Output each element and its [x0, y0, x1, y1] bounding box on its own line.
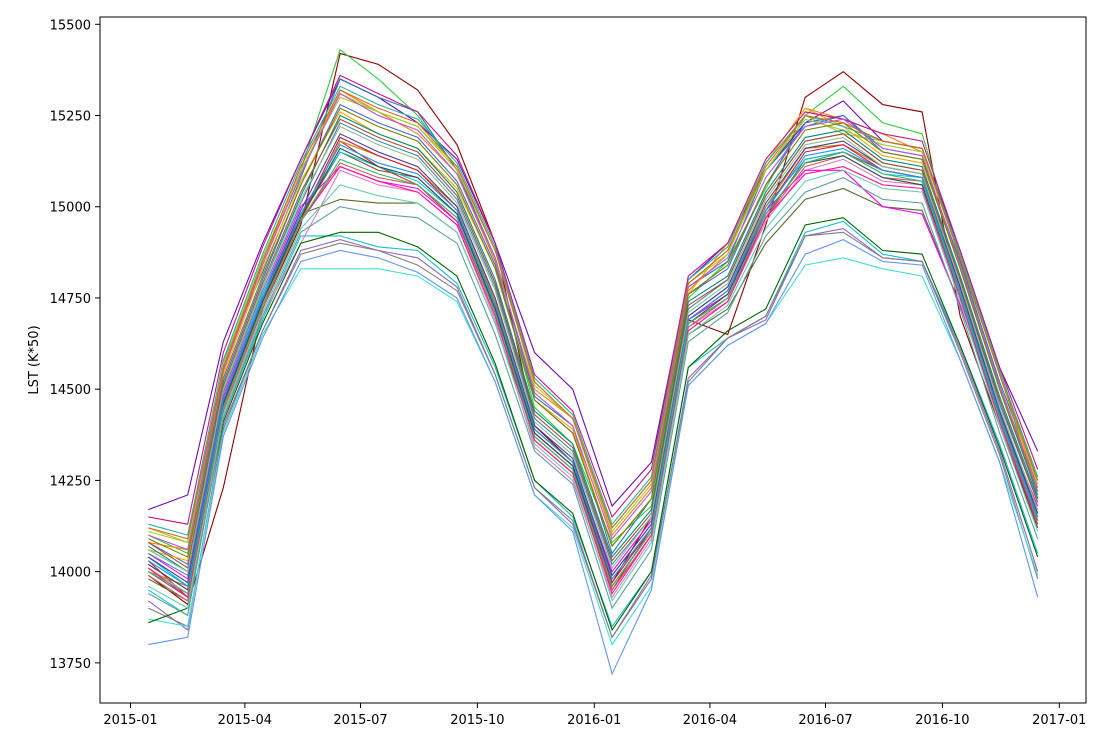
series-line-27: [148, 147, 1039, 591]
y-tick-label: 14750: [50, 292, 91, 307]
y-tick-label: 15500: [50, 18, 91, 33]
series-layer: [147, 48, 1039, 676]
series-line-34: [148, 118, 1039, 569]
series-line-33: [148, 169, 1039, 609]
plot-frame: [99, 16, 1087, 704]
y-tick-label: 14000: [50, 566, 91, 581]
series-line-40: [148, 151, 1039, 595]
series-line-38: [148, 176, 1039, 617]
series-line-36: [148, 125, 1039, 573]
series-line-21: [148, 238, 1039, 676]
y-axis: 13750 14000 14250 14500 14750 15000 15250 15500: [50, 18, 100, 672]
x-tick-label: 2015-07: [333, 713, 387, 728]
x-tick-label: 2016-10: [915, 713, 969, 728]
x-tick-label: 2015-10: [450, 713, 504, 728]
series-line-8: [147, 228, 1039, 639]
series-line-29: [148, 114, 1039, 573]
y-tick-label: 15250: [50, 110, 91, 125]
series-line-12: [148, 231, 1039, 639]
x-axis: 2015-01 2015-04 2015-07 2015-10 2016-01 2016-…: [103, 703, 1086, 728]
series-line-37: [148, 92, 1039, 551]
series-line-24: [148, 92, 1039, 544]
y-tick-label: 14250: [50, 474, 91, 489]
series-line-17: [148, 107, 1039, 562]
x-tick-label: 2016-04: [683, 713, 737, 728]
y-axis-title: LST (K*50): [27, 325, 42, 394]
series-line-23: [148, 85, 1039, 536]
series-line-5: [148, 89, 1039, 551]
x-tick-label: 2016-01: [567, 713, 621, 728]
series-line-1: [147, 52, 1039, 606]
series-line-30: [148, 107, 1039, 558]
series-line-18: [148, 217, 1039, 632]
x-tick-label: 2017-01: [1032, 713, 1086, 728]
series-line-35: [148, 143, 1039, 588]
y-tick-label: 13750: [50, 657, 91, 672]
x-tick-label: 2015-04: [218, 713, 272, 728]
series-line-32: [148, 74, 1039, 525]
x-tick-label: 2015-01: [103, 713, 157, 728]
y-tick-label: 14500: [50, 383, 91, 398]
x-tick-label: 2016-07: [798, 713, 852, 728]
series-line-39: [148, 89, 1039, 540]
series-line-13: [148, 257, 1039, 646]
y-tick-label: 15000: [50, 201, 91, 216]
